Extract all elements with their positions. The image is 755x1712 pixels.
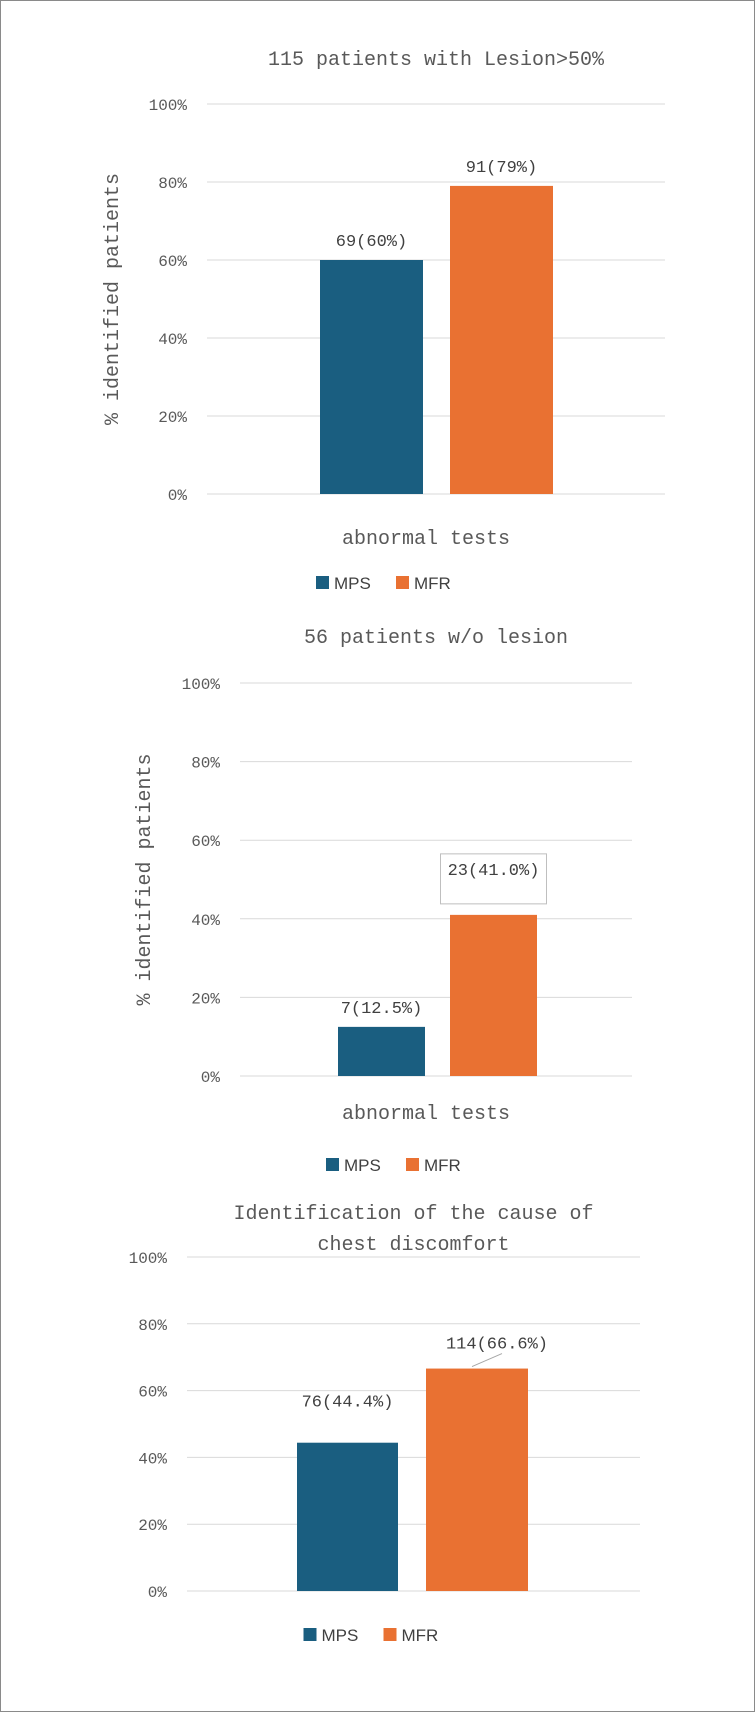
category-label: abnormal tests <box>342 528 510 551</box>
y-tick-label: 20% <box>138 1517 167 1535</box>
y-axis-title: % identified patients <box>134 753 157 1005</box>
legend-swatch-mps <box>316 576 329 589</box>
legend-swatch-mfr <box>383 1628 397 1641</box>
category-label: abnormal tests <box>342 1103 510 1126</box>
legend-label-mfr: MFR <box>414 574 451 593</box>
bar-mps <box>320 260 423 494</box>
data-label-mps: 76(44.4%) <box>302 1394 394 1413</box>
legend-swatch-mps <box>303 1628 317 1641</box>
chart-title: Identification of the cause of <box>233 1203 593 1226</box>
data-label-mps: 7(12.5%) <box>341 1000 423 1019</box>
legend: MPS MFR <box>303 1626 439 1645</box>
data-label-mfr: 23(41.0%) <box>448 862 540 881</box>
legend: MPS MFR <box>316 574 451 593</box>
chart-2: 56 patients w/o lesion 0% 20% 40% 60% 80% 100%… <box>134 627 632 1175</box>
legend-label-mps: MPS <box>322 1626 359 1645</box>
y-tick-label: 80% <box>138 1317 167 1335</box>
y-tick-label: 100% <box>149 97 188 115</box>
data-label-box <box>440 853 547 905</box>
y-tick-label: 0% <box>168 487 188 505</box>
legend-label-mps: MPS <box>334 574 371 593</box>
y-tick-label: 40% <box>191 912 220 930</box>
bar-mps <box>338 1026 425 1076</box>
y-tick-label: 80% <box>158 175 187 193</box>
chart-title: 115 patients with Lesion>50% <box>268 49 605 72</box>
data-label-mfr: 91(79%) <box>466 159 537 178</box>
y-tick-label: 100% <box>182 676 221 694</box>
y-tick-label: 80% <box>191 755 220 773</box>
data-label-mfr: 114(66.6%) <box>446 1336 548 1355</box>
data-label-leader <box>471 1353 503 1368</box>
y-tick-label: 20% <box>191 990 220 1008</box>
y-tick-label: 20% <box>158 409 187 427</box>
bar-mfr <box>450 185 553 494</box>
chart-title: chest discomfort <box>317 1234 509 1257</box>
bar-mfr <box>450 914 537 1076</box>
data-label-mps: 69(60%) <box>336 233 407 252</box>
y-tick-label: 40% <box>158 331 187 349</box>
y-tick-label: 0% <box>148 1584 168 1602</box>
legend: MPS MFR <box>326 1156 461 1175</box>
chart-title: 56 patients w/o lesion <box>304 627 568 650</box>
legend-label-mfr: MFR <box>402 1626 439 1645</box>
legend-swatch-mps <box>326 1158 339 1171</box>
legend-swatch-mfr <box>406 1158 419 1171</box>
legend-swatch-mfr <box>396 576 409 589</box>
y-axis-title: % identified patients <box>102 173 125 425</box>
chart-3: Identification of the cause of chest disc… <box>129 1203 640 1645</box>
y-tick-label: 100% <box>129 1250 168 1268</box>
chart-1: 115 patients with Lesion>50% 0% 20% 40% 60% 8… <box>102 49 665 593</box>
y-tick-label: 60% <box>138 1384 167 1402</box>
bar-mfr <box>426 1368 528 1591</box>
legend-label-mfr: MFR <box>424 1156 461 1175</box>
y-tick-label: 60% <box>191 833 220 851</box>
bar-mps <box>297 1442 398 1591</box>
legend-label-mps: MPS <box>344 1156 381 1175</box>
y-tick-label: 0% <box>201 1069 221 1087</box>
y-tick-label: 60% <box>158 253 187 271</box>
y-tick-label: 40% <box>138 1450 167 1468</box>
